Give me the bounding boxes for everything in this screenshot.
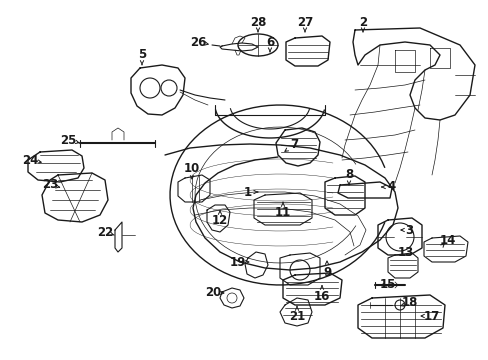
Text: 20: 20 <box>204 287 221 300</box>
Text: 13: 13 <box>397 247 413 260</box>
Text: 12: 12 <box>211 215 228 228</box>
Text: 5: 5 <box>138 49 146 62</box>
Text: 19: 19 <box>229 256 245 269</box>
Text: 1: 1 <box>244 185 251 198</box>
Text: 28: 28 <box>249 15 265 28</box>
Text: 16: 16 <box>313 289 329 302</box>
Text: 9: 9 <box>322 266 330 279</box>
Text: 8: 8 <box>344 168 352 181</box>
Text: 22: 22 <box>97 225 113 238</box>
Text: 7: 7 <box>289 139 298 152</box>
Text: 3: 3 <box>404 224 412 237</box>
Text: 10: 10 <box>183 162 200 175</box>
Text: 25: 25 <box>60 134 76 147</box>
Text: 6: 6 <box>265 36 274 49</box>
Text: 24: 24 <box>22 153 38 166</box>
Text: 27: 27 <box>296 15 312 28</box>
Text: 18: 18 <box>401 297 417 310</box>
Text: 15: 15 <box>379 279 395 292</box>
Text: 4: 4 <box>387 180 395 194</box>
Text: 14: 14 <box>439 234 455 247</box>
Text: 17: 17 <box>423 310 439 323</box>
Text: 26: 26 <box>189 36 206 49</box>
Text: 11: 11 <box>274 206 290 219</box>
Text: 23: 23 <box>42 179 58 192</box>
Text: 2: 2 <box>358 15 366 28</box>
Text: 21: 21 <box>288 310 305 323</box>
